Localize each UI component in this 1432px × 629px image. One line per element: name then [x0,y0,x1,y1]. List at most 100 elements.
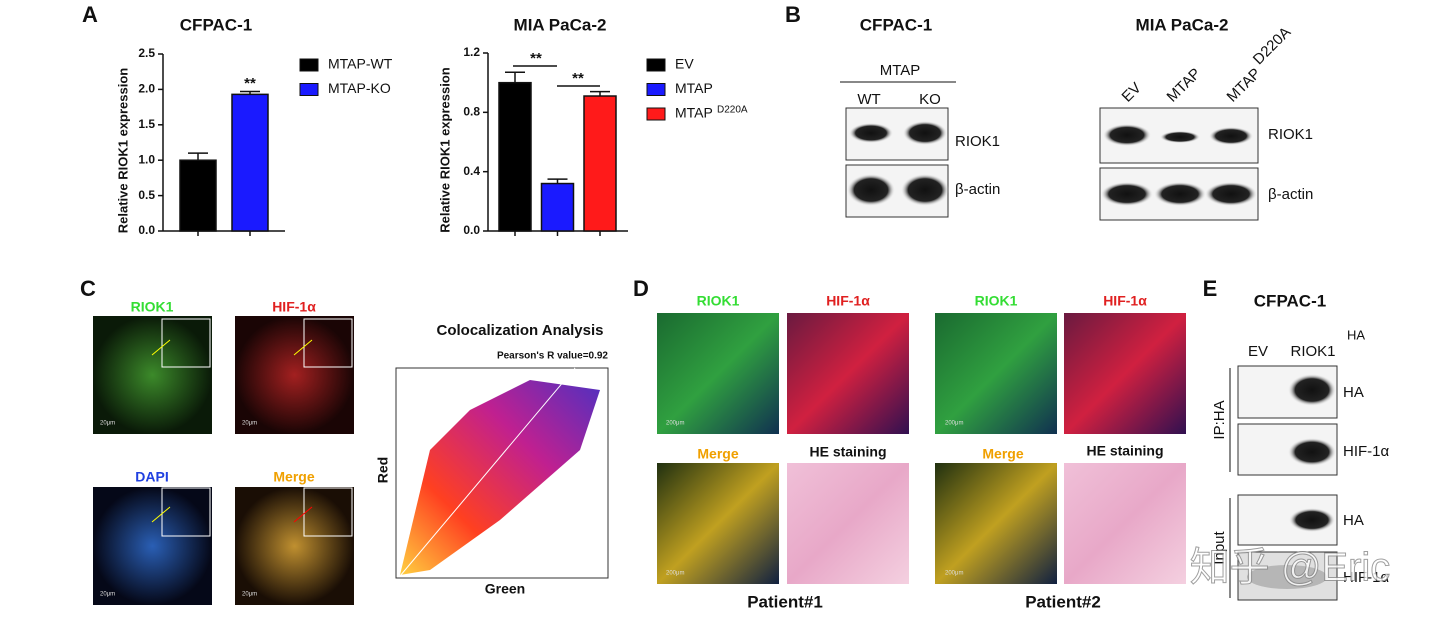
panel-c: RIOK1 HIF-1α DAPI Merge 20μm 20μm 20μm 2… [93,299,609,605]
stain-label: RIOK1 [975,293,1018,309]
micrograph [787,463,909,584]
micrograph [657,463,779,584]
lane-label-sup: D220A [1250,24,1294,68]
fit-line [399,367,576,577]
y-tick-label: 0.4 [463,164,480,178]
band [1209,127,1253,145]
band [1101,182,1153,206]
lane-label-text: MTAP [1224,65,1265,106]
stain-label: HIF-1α [1103,293,1147,309]
sig-label: ** [572,70,584,87]
watermark: 知乎 @Eric [1190,546,1391,590]
blot-title: CFPAC-1 [860,15,932,34]
coloc-xlabel: Green [485,581,525,597]
bar [179,159,217,232]
micrograph [1064,313,1186,434]
stain-label: RIOK1 [697,293,740,309]
y-tick-label: 1.5 [138,117,155,131]
blot-title: MIA PaCa-2 [1136,15,1229,34]
legend-sup: D220A [717,105,748,116]
legend-swatch [646,58,666,72]
lane-label: RIOK1 [1290,343,1335,360]
panel-label: B [785,2,801,27]
lane-label: WT [857,91,880,108]
inset [303,487,353,537]
legend-swatch [646,107,666,121]
chart-title: CFPAC-1 [180,15,252,34]
blot-title: CFPAC-1 [1254,291,1326,310]
legend-swatch [299,58,319,72]
legend-swatch [299,83,319,96]
lane-label: MTAP D220A [1224,24,1295,106]
legend-label: MTAP [675,105,713,121]
micrograph [935,313,1057,434]
panel-d: RIOK1 HIF-1α Merge HE staining RIOK1 HIF… [657,293,1186,611]
band [1205,182,1257,206]
arrow [293,339,313,356]
sig-label: ** [244,75,256,92]
pearson: Pearson's R value=0.92 [497,351,608,362]
arrow [151,339,171,356]
inset [161,318,211,368]
charts: CFPAC-1 Relative RIOK1 expression 0.0 0.5 1.… [115,15,747,237]
arrow [293,506,313,523]
group-label: IP:HA [1211,400,1228,439]
inset [303,318,353,368]
band [1289,508,1335,532]
y-axis-label: Relative RIOK1 expression [437,67,452,233]
coloc-title: Colocalization Analysis [437,322,604,339]
scale-bar: 200μm [666,571,684,577]
chart-title: MIA PaCa-2 [514,15,607,34]
band-label: HA [1343,512,1364,529]
panel-label: D [633,276,649,301]
panel-e: CFPAC-1 EV RIOK1 HA HA HIF-1α HA HIF-1α … [1211,291,1390,601]
inset [161,487,211,537]
group-label: Input [1211,530,1228,564]
band-label: β-actin [955,181,1000,198]
micrograph [93,487,212,605]
y-axis-label: Relative RIOK1 expression [115,68,130,234]
y-tick-label: 2.0 [138,82,155,96]
legend-label: EV [675,56,694,72]
scale-bar: 200μm [666,421,684,427]
legend-label: MTAP-WT [328,56,393,72]
y-tick-label: 0.5 [138,188,155,202]
lane-label: EV [1119,79,1145,105]
band [1154,182,1206,206]
bar [231,93,269,232]
band [847,174,895,206]
y-tick-label: 1.0 [138,152,155,166]
coloc-ylabel: Red [375,457,391,483]
stain-label: Merge [697,446,738,462]
legend-label: MTAP-KO [328,80,391,96]
stain-label: Merge [273,469,314,485]
panel-label: C [80,276,96,301]
band [903,121,947,145]
band [1160,131,1200,143]
sig-label: ** [530,50,542,67]
band-label: RIOK1 [955,133,1000,150]
lane-label: EV [1248,343,1268,360]
lane-label: MTAP [1164,65,1205,106]
panel-b: CFPAC-1 MTAP WT KO RIOK1 β-actin MIA PaC… [840,15,1313,221]
scale-bar: 20μm [100,421,115,427]
stain-label: Merge [982,446,1023,462]
micrograph [1064,463,1186,584]
bar [583,95,617,232]
stain-label: RIOK1 [131,299,174,315]
lane-sup: HA [1347,327,1365,342]
stain-label: HIF-1α [826,293,870,309]
micrograph [93,316,212,434]
band-label: RIOK1 [1268,126,1313,143]
y-tick-label: 1.2 [463,45,480,59]
band [1288,374,1336,406]
micrograph [787,313,909,434]
y-tick-label: 0.0 [463,223,480,237]
micrograph [235,487,354,605]
band-label: β-actin [1268,186,1313,203]
lane-group: MTAP [880,62,921,79]
scale-bar: 20μm [100,592,115,598]
stain-label: HIF-1α [272,299,316,315]
band-label: HA [1343,384,1364,401]
y-tick-label: 2.5 [138,46,155,60]
